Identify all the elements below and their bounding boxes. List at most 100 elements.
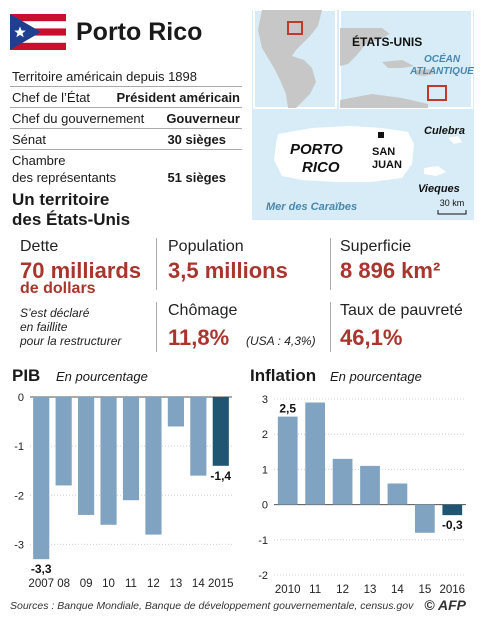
note-line: S’est déclaré [20,306,90,320]
fact-value: 51 sièges [167,170,226,185]
x-tick-label: 13 [169,578,182,590]
stat-label-chomage: Chômage [168,302,238,319]
agency-credit: © AFP [424,597,466,613]
x-tick-label: 2015 [208,578,234,590]
y-tick-label: 0 [18,392,24,404]
zoom-marker-caribbean [427,85,447,101]
stat-value-pauvrete: 46,1% [340,325,403,350]
bar [387,483,408,505]
afp-logo: AFP [438,597,466,613]
fact-value: 30 sièges [167,132,226,147]
section-heading-line: des États-Unis [12,210,131,229]
puerto-rico-flag-icon [10,14,66,50]
stat-note-dette: S’est déclaré en faillite pour la restru… [20,306,121,348]
note-line: en faillite [20,320,68,334]
y-tick-label: 3 [262,394,268,406]
fact-row: Chef du gouvernement Gouverneur [10,108,242,129]
pib-bar-chart: 0 -1 -2 -3 2007 08 09 10 11 12 13 14 2015 -3,3 -1,4 [14,392,234,590]
y-tick-label: 1 [262,464,268,476]
bar [212,397,229,466]
bar [360,465,380,505]
stat-value-chomage: 11,8% [168,325,230,350]
stat-value-superficie: 8 896 km² [340,258,441,283]
x-tick-label: 15 [418,584,431,595]
zoom-marker-americas [287,21,303,35]
fact-row: Sénat 30 sièges [10,129,242,150]
stat-value-population: 3,5 millions [168,258,288,283]
x-tick-label: 11 [125,578,137,590]
stat-note-chomage: (USA : 4,3%) [246,334,316,348]
stat-label-population: Population [168,238,244,255]
x-tick-label: 2010 [275,584,301,595]
bar [332,458,353,505]
divider [330,302,331,352]
section-heading: Un territoire des États-Unis [12,190,130,230]
chart-subtitle-pib: En pourcentage [56,369,148,384]
y-tick-label: 0 [262,500,268,512]
fact-key: Territoire américain depuis 1898 [12,69,197,84]
y-tick-label: -1 [258,535,268,547]
x-tick-label: 10 [102,578,115,590]
bar [190,397,207,476]
divider [156,238,157,290]
bar [145,397,162,535]
y-tick-label: -2 [14,490,24,502]
map-scale-label: 30 km [440,198,465,208]
x-tick-label: 2007 [28,578,54,590]
y-tick-label: 2 [262,429,268,441]
fact-key: Chef du gouvernement [12,111,145,126]
data-label: -0,3 [442,518,463,532]
bar [33,397,50,560]
bar [100,397,117,525]
fact-key: Chambre des représentants [12,153,117,185]
bar [55,397,72,486]
fact-key: Sénat [12,132,46,147]
bar [442,504,463,516]
fact-row: Chef de l’État Président américain [10,87,242,108]
stat-label-dette: Dette [20,238,59,255]
x-tick-label: 09 [80,578,93,590]
divider [156,302,157,352]
bar [78,397,95,515]
x-tick-label: 12 [147,578,160,590]
page-title: Porto Rico [76,18,203,46]
fact-value: Président américain [116,90,240,105]
data-label: 2,5 [279,402,296,416]
section-heading-line: Un territoire [12,190,110,209]
chart-subtitle-inflation: En pourcentage [330,369,422,384]
source-note: Sources : Banque Mondiale, Banque de dév… [10,600,414,612]
x-tick-label: 14 [192,578,205,590]
x-tick-label: 12 [336,584,349,595]
x-tick-label: 2016 [439,584,465,595]
x-tick-label: 14 [391,584,404,595]
map-label-culebra: Culebra [424,125,465,137]
data-label: -3,3 [31,562,52,576]
bar [277,416,298,505]
y-tick-label: -2 [258,570,268,582]
y-tick-label: -3 [14,539,24,551]
map-label-us: ÉTATS-UNIS [352,34,422,49]
stat-value-dette-unit: de dollars [20,280,96,297]
bar [305,402,326,505]
divider [330,238,331,290]
map-label-capital: JUAN [372,159,402,171]
bar [122,397,140,501]
stat-label-superficie: Superficie [340,238,412,255]
stat-label-pauvrete: Taux de pauvreté [340,302,463,319]
map-label-ocean: OCÉAN [424,52,461,65]
map-label-capital: SAN [372,146,395,158]
location-map: ÉTATS-UNIS OCÉAN ATLANTIQUE PORTO RICO S… [252,10,474,220]
bar [414,504,435,533]
chart-title-pib: PIB [12,366,41,385]
y-tick-label: -1 [14,441,24,453]
fact-key: Chef de l’État [12,90,91,105]
fact-row: Territoire américain depuis 1898 [10,66,242,87]
x-tick-label: 08 [57,578,70,590]
x-tick-label: 11 [309,584,321,595]
map-scale-bar [437,210,467,215]
note-line: pour la restructurer [20,334,122,348]
capital-marker [378,132,384,138]
chart-title-inflation: Inflation [250,366,317,385]
map-label-sea: Mer des Caraïbes [266,201,357,213]
copyright-symbol: © [424,597,435,613]
